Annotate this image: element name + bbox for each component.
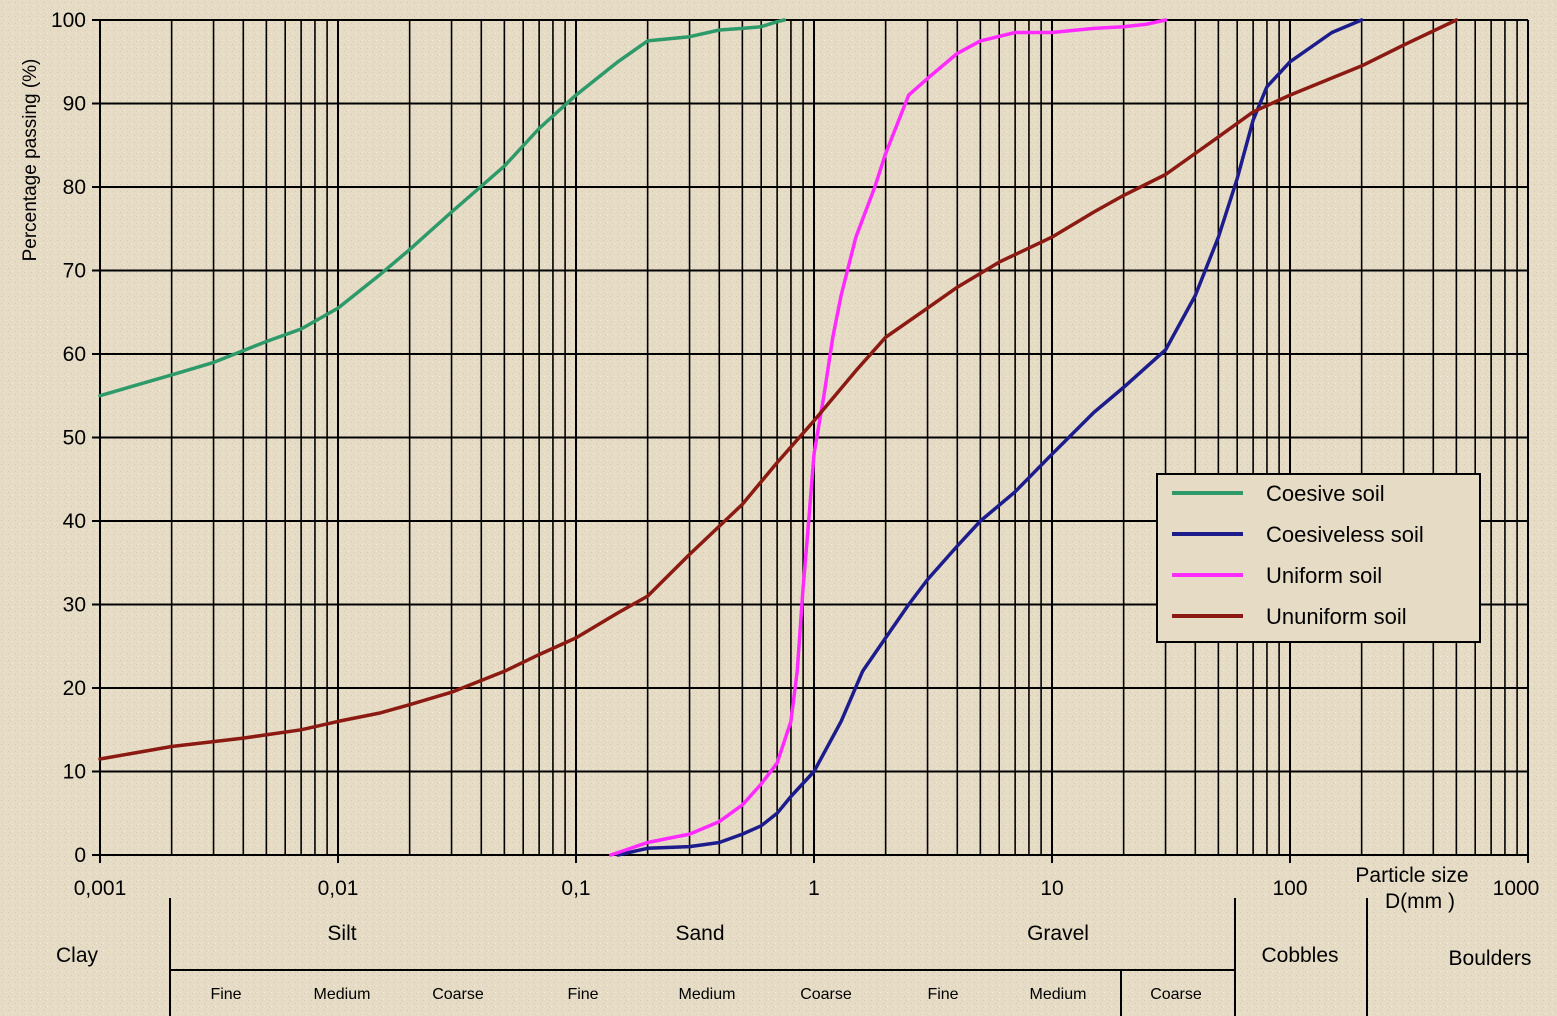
- x-axis-label-line1: Particle size: [1355, 864, 1468, 887]
- x-tick-label: 0,1: [561, 877, 590, 900]
- subdivision-label: Medium: [314, 986, 371, 1003]
- series-line-coesiveless-soil: [616, 18, 1364, 857]
- x-tick-label: 0,01: [318, 877, 359, 900]
- x-tick-label: 1000: [1493, 877, 1540, 900]
- band-label-silt: Silt: [327, 922, 356, 945]
- y-tick-label: 60: [63, 343, 86, 366]
- subdivision-label: Medium: [1030, 986, 1087, 1003]
- x-tick-label: 0,001: [74, 877, 127, 900]
- legend-label-uniform-soil: Uniform soil: [1266, 563, 1382, 588]
- axes: 0 10 20 30 40 50 60 70 80 90 100 0,001 0,01 0,1 1 10 100…: [51, 9, 1539, 900]
- y-tick-label: 70: [63, 260, 86, 283]
- series-lines: [98, 18, 1459, 857]
- legend-label-coesiveless-soil: Coesiveless soil: [1266, 522, 1424, 547]
- series-line-uniform-soil: [609, 18, 1168, 857]
- subdivision-label: Fine: [210, 986, 241, 1003]
- legend-label-coesive-soil: Coesive soil: [1266, 481, 1385, 506]
- band-label-cobbles: Cobbles: [1261, 944, 1338, 967]
- x-axis-label-line2: D(mm ): [1385, 890, 1455, 913]
- y-tick-label: 20: [63, 677, 86, 700]
- y-tick-label: 40: [63, 510, 86, 533]
- x-tick-label: 1: [808, 877, 820, 900]
- y-tick-label: 100: [51, 9, 86, 32]
- band-label-clay: Clay: [56, 944, 99, 967]
- soil-classification-table: Clay Silt Sand Gravel Cobbles Boulders Fine Med…: [56, 898, 1531, 1016]
- band-label-gravel: Gravel: [1027, 922, 1089, 945]
- band-label-sand: Sand: [675, 922, 724, 945]
- grid: [99, 19, 1529, 856]
- x-tick-label: 10: [1040, 877, 1063, 900]
- legend-label-ununiform-soil: Ununiform soil: [1266, 604, 1407, 629]
- subdivision-label: Medium: [679, 986, 736, 1003]
- subdivision-label: Coarse: [1150, 986, 1202, 1003]
- subdivision-label: Coarse: [800, 986, 852, 1003]
- y-tick-label: 50: [63, 427, 86, 450]
- legend: Coesive soil Coesiveless soil Uniform soil…: [1156, 473, 1481, 643]
- y-tick-label: 0: [74, 844, 86, 867]
- series-line-coesive-soil: [98, 18, 787, 398]
- y-axis-label: Percentage passing (%): [20, 59, 41, 262]
- subdivision-label: Fine: [927, 986, 958, 1003]
- series-line-ununiform-soil: [98, 18, 1459, 761]
- subdivision-label: Coarse: [432, 986, 484, 1003]
- y-tick-label: 90: [63, 93, 86, 116]
- y-tick-label: 30: [63, 594, 86, 617]
- band-label-boulders: Boulders: [1449, 947, 1532, 970]
- x-tick-label: 100: [1272, 877, 1307, 900]
- subdivision-label: Fine: [567, 986, 598, 1003]
- y-tick-label: 10: [63, 761, 86, 784]
- y-tick-label: 80: [63, 176, 86, 199]
